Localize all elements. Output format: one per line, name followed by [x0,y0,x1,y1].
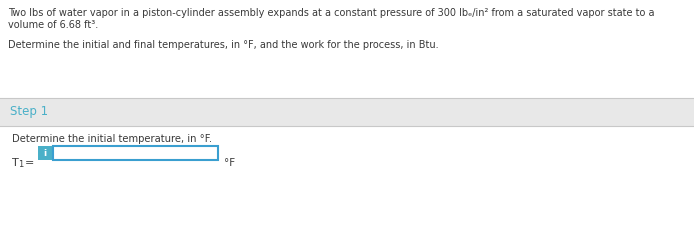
Text: T: T [12,158,19,168]
Text: volume of 6.68 ft³.: volume of 6.68 ft³. [8,20,99,30]
Text: Step 1: Step 1 [10,105,48,118]
Bar [0,126,694,225]
Bar [38,146,52,160]
FancyBboxPatch shape [53,146,218,160]
Text: °F: °F [224,158,235,168]
Text: Determine the initial and final temperatures, in °F, and the work for the proces: Determine the initial and final temperat… [8,40,439,50]
Text: =: = [25,158,35,168]
Text: Two lbs of water vapor in a piston-cylinder assembly expands at a constant press: Two lbs of water vapor in a piston-cylin… [8,8,654,18]
Bar [0,0,694,98]
Text: Determine the initial temperature, in °F.: Determine the initial temperature, in °F… [12,134,212,144]
Text: i: i [44,148,46,157]
Bar [0,98,694,126]
Text: 1: 1 [18,160,24,169]
